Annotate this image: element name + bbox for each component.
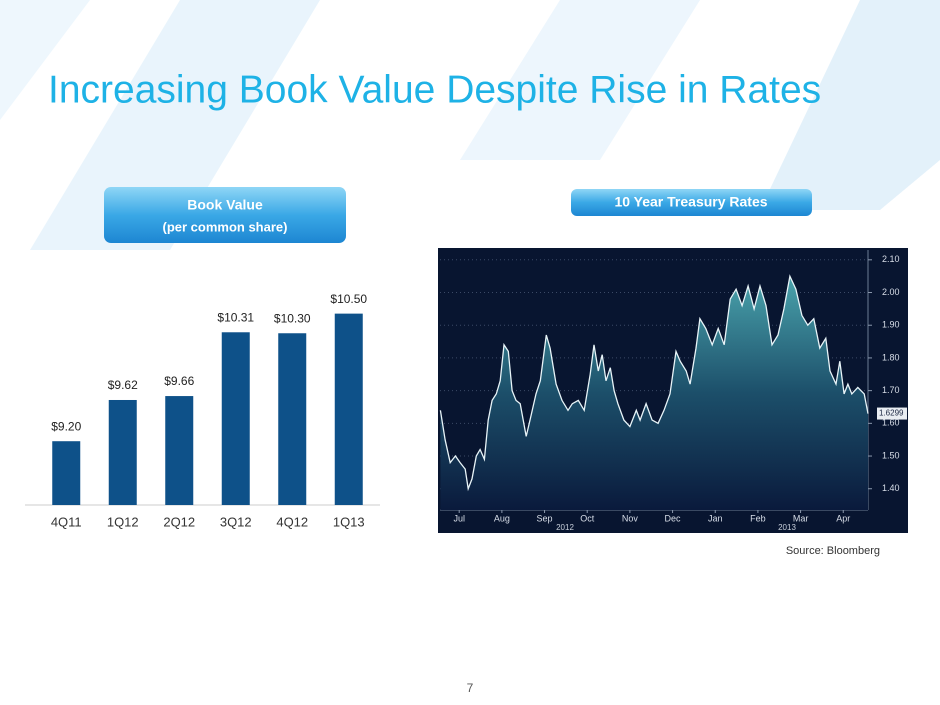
chart-subtitle: (per common share) [163, 219, 288, 234]
y-tick-label: 1.50 [882, 450, 900, 460]
x-tick-label: Dec [665, 513, 682, 523]
slide-title: Increasing Book Value Despite Rise in Ra… [48, 68, 821, 111]
bar [108, 399, 137, 505]
year-label: 2013 [778, 523, 796, 532]
data-label: $10.30 [274, 311, 311, 325]
data-label: $10.50 [330, 292, 367, 306]
x-tick-label: Sep [537, 513, 553, 523]
page-number: 7 [467, 681, 474, 695]
x-tick-label: Nov [622, 513, 639, 523]
x-tick-label: 3Q12 [220, 514, 252, 529]
x-tick-label: Oct [580, 513, 595, 523]
y-tick-label: 1.60 [882, 418, 900, 428]
chart-title-pill [571, 189, 812, 216]
y-tick-label: 1.80 [882, 352, 900, 362]
data-label: $9.20 [51, 419, 81, 433]
data-label: $9.66 [164, 374, 194, 388]
bar [221, 332, 250, 505]
last-value-box [877, 407, 907, 420]
chart-title: Book Value [187, 197, 263, 213]
line [439, 274, 869, 492]
bg-stripe [460, 0, 700, 160]
y-tick-label: 1.90 [882, 320, 900, 330]
bar [52, 441, 81, 505]
x-tick-label: Aug [494, 513, 510, 523]
y-tick-label: 1.70 [882, 385, 900, 395]
x-tick-label: 4Q11 [51, 514, 82, 529]
bg-stripe [30, 0, 320, 250]
x-tick-label: Jul [453, 513, 465, 523]
bar [165, 396, 194, 505]
area [440, 276, 868, 510]
source-note: Source: Bloomberg [786, 545, 880, 557]
x-tick-label: 4Q12 [276, 514, 308, 529]
x-tick-label: 2Q12 [163, 514, 195, 529]
x-tick-label: Apr [836, 513, 850, 523]
y-tick-label: 2.10 [882, 254, 900, 264]
chart-title: 10 Year Treasury Rates [614, 194, 767, 210]
y-tick-label: 2.00 [882, 287, 900, 297]
bar [334, 313, 363, 505]
bg-stripe [0, 0, 90, 120]
year-label: 2012 [556, 523, 574, 532]
bg-stripe [760, 0, 940, 210]
x-tick-label: 1Q12 [107, 514, 139, 529]
data-label: $9.62 [108, 378, 138, 392]
last-value-label: 1.6299 [879, 409, 904, 418]
chart-title-pill [104, 187, 346, 243]
y-tick-label: 1.40 [882, 483, 900, 493]
x-tick-label: Jan [708, 513, 723, 523]
x-tick-label: Mar [793, 513, 809, 523]
x-tick-label: Feb [750, 513, 766, 523]
bar [278, 333, 307, 505]
data-label: $10.31 [217, 310, 254, 324]
x-tick-label: 1Q13 [333, 514, 365, 529]
